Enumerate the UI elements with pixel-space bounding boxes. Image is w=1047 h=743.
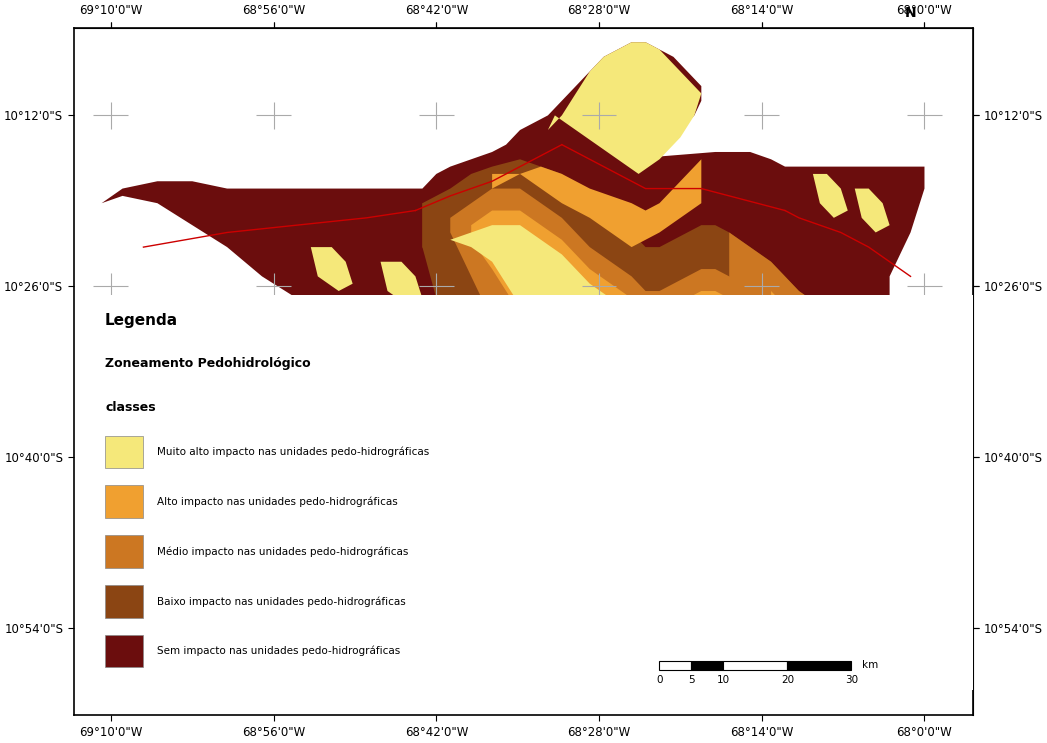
Bar <box>105 585 143 617</box>
Text: km: km <box>862 661 878 670</box>
Text: Baixo impacto nas unidades pedo-hidrográficas: Baixo impacto nas unidades pedo-hidrográ… <box>157 596 406 606</box>
Text: N: N <box>905 6 916 19</box>
Polygon shape <box>854 189 890 233</box>
Text: Muito alto impacto nas unidades pedo-hidrográficas: Muito alto impacto nas unidades pedo-hid… <box>157 447 429 457</box>
Text: 20: 20 <box>781 675 794 685</box>
Bar <box>691 661 723 670</box>
Text: Legenda: Legenda <box>105 313 178 328</box>
Polygon shape <box>450 189 799 540</box>
Bar <box>787 661 851 670</box>
Polygon shape <box>812 174 848 218</box>
Polygon shape <box>422 159 869 591</box>
Polygon shape <box>311 247 353 291</box>
Bar <box>105 635 143 667</box>
Text: Médio impacto nas unidades pedo-hidrográficas: Médio impacto nas unidades pedo-hidrográ… <box>157 546 408 557</box>
Text: Sem impacto nas unidades pedo-hidrográficas: Sem impacto nas unidades pedo-hidrográfi… <box>157 646 401 656</box>
Polygon shape <box>380 262 422 305</box>
Bar <box>660 661 691 670</box>
Polygon shape <box>102 42 925 686</box>
Bar <box>105 485 143 518</box>
Bar <box>723 661 787 670</box>
Bar <box>84 295 1047 690</box>
Polygon shape <box>548 42 701 174</box>
Polygon shape <box>729 233 925 569</box>
Text: Alto impacto nas unidades pedo-hidrográficas: Alto impacto nas unidades pedo-hidrográf… <box>157 496 398 507</box>
Text: Zoneamento Pedohidrológico: Zoneamento Pedohidrológico <box>105 357 311 370</box>
Bar <box>105 535 143 568</box>
Polygon shape <box>471 210 785 510</box>
Text: 10: 10 <box>717 675 730 685</box>
Text: classes: classes <box>105 400 156 414</box>
Text: 5: 5 <box>688 675 695 685</box>
Polygon shape <box>450 225 785 489</box>
Polygon shape <box>771 291 869 518</box>
Bar <box>105 435 143 468</box>
Polygon shape <box>492 159 701 247</box>
Polygon shape <box>422 203 520 372</box>
Text: 30: 30 <box>845 675 857 685</box>
Text: 0: 0 <box>656 675 663 685</box>
